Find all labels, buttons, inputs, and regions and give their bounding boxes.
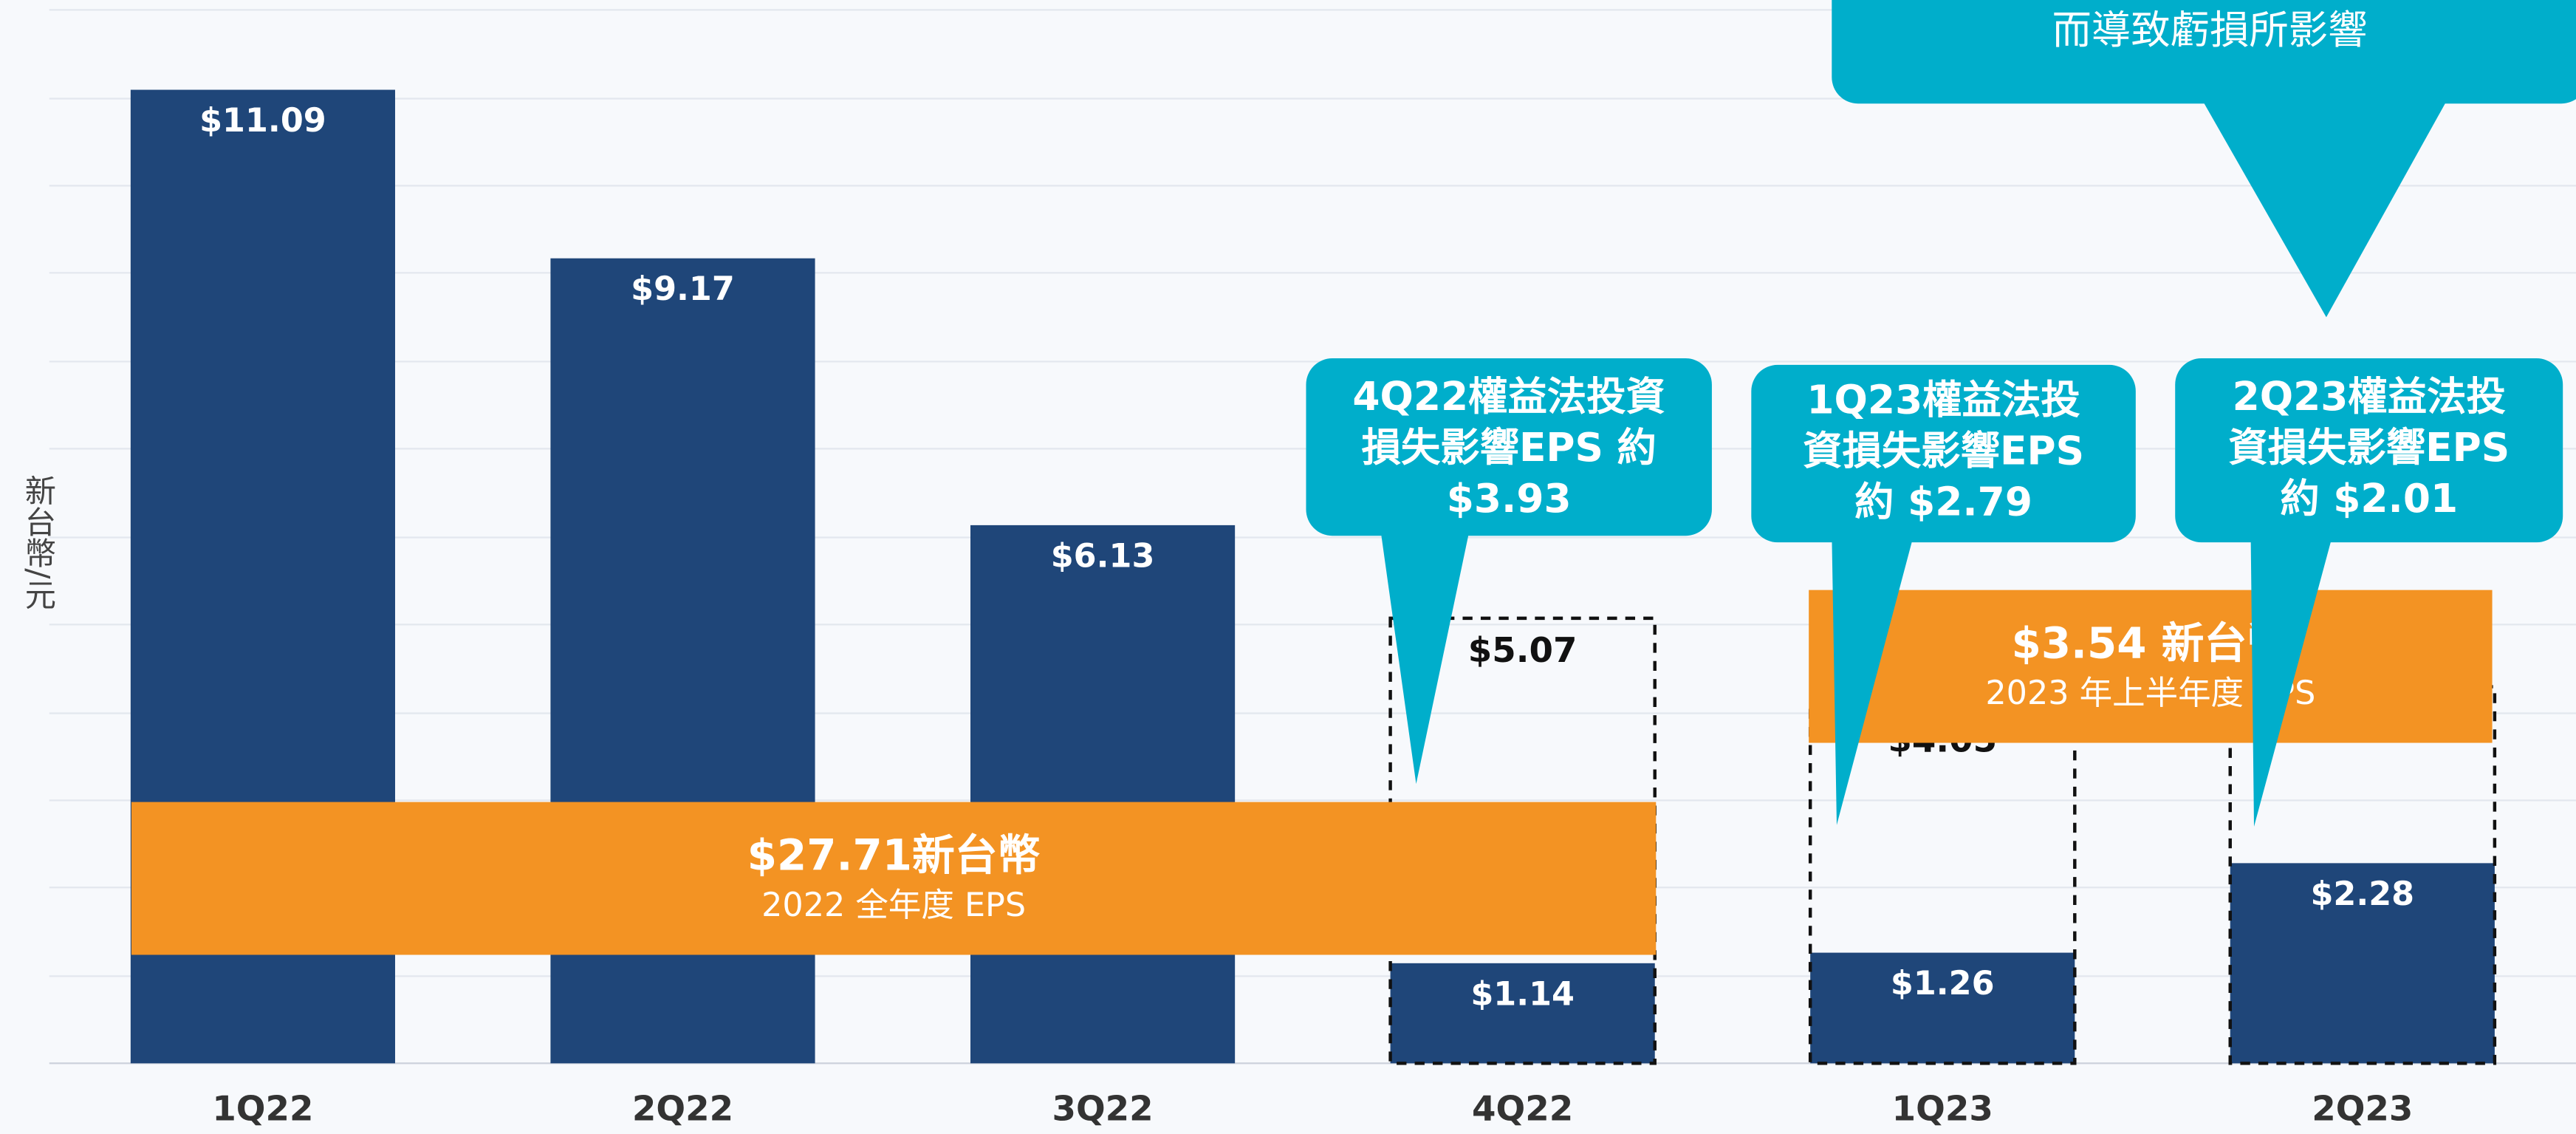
- callout-box: [2175, 358, 2563, 543]
- callout-text: 2Q23權益法投: [2233, 373, 2506, 420]
- eps-band-subtitle: 2022 全年度 EPS: [761, 887, 1026, 924]
- pre-loss-label: $5.07: [1468, 631, 1578, 671]
- x-tick-label: 4Q22: [1472, 1089, 1573, 1129]
- bar: [970, 525, 1236, 1064]
- bar: [1810, 952, 2075, 1064]
- value-label: $1.14: [1470, 975, 1575, 1013]
- callout-pointer: [2250, 534, 2333, 827]
- eps-band: [131, 802, 1657, 955]
- callout-box: [1306, 358, 1712, 536]
- callout-text: 資損失影響EPS: [2228, 424, 2510, 471]
- callout-text: 損失影響EPS 約: [1361, 424, 1656, 471]
- callout-box: [1832, 0, 2576, 104]
- callout-text: $3.93: [1447, 475, 1572, 522]
- callout-pointer: [1380, 525, 1470, 785]
- value-label: $2.28: [2310, 875, 2414, 913]
- callout-text: 約 $2.01: [2280, 475, 2458, 522]
- callout-text: 約 $2.79: [1854, 479, 2032, 525]
- callout-pointer: [2201, 98, 2448, 318]
- y-axis-label: 新台幣/元: [20, 474, 56, 609]
- x-tick-label: 1Q22: [212, 1089, 313, 1129]
- x-tick-label: 3Q22: [1052, 1089, 1153, 1129]
- x-tick-label: 2Q23: [2312, 1089, 2413, 1129]
- callout-text: 4Q22權益法投資: [1352, 373, 1665, 420]
- callout-text: 資損失影響EPS: [1803, 428, 2084, 474]
- callout-text: 1Q23權益法投: [1806, 377, 2080, 423]
- bar: [1390, 963, 1655, 1064]
- eps-band: [1809, 590, 2493, 743]
- value-label: $6.13: [1051, 537, 1155, 575]
- value-label: $11.09: [199, 102, 326, 140]
- value-label: $1.26: [1891, 965, 1995, 1003]
- value-label: $9.17: [631, 270, 735, 308]
- callout-box: [1751, 364, 2136, 543]
- x-tick-label: 2Q22: [632, 1089, 733, 1129]
- x-tick-label: 1Q23: [1892, 1089, 1993, 1129]
- bar: [2230, 863, 2495, 1064]
- eps-band-title: $27.71新台幣: [747, 830, 1041, 880]
- callout-text: 而導致虧損所影響: [2052, 7, 2367, 53]
- eps-band-title: $3.54 新台幣: [2012, 618, 2290, 668]
- callout-pointer: [1832, 534, 1914, 825]
